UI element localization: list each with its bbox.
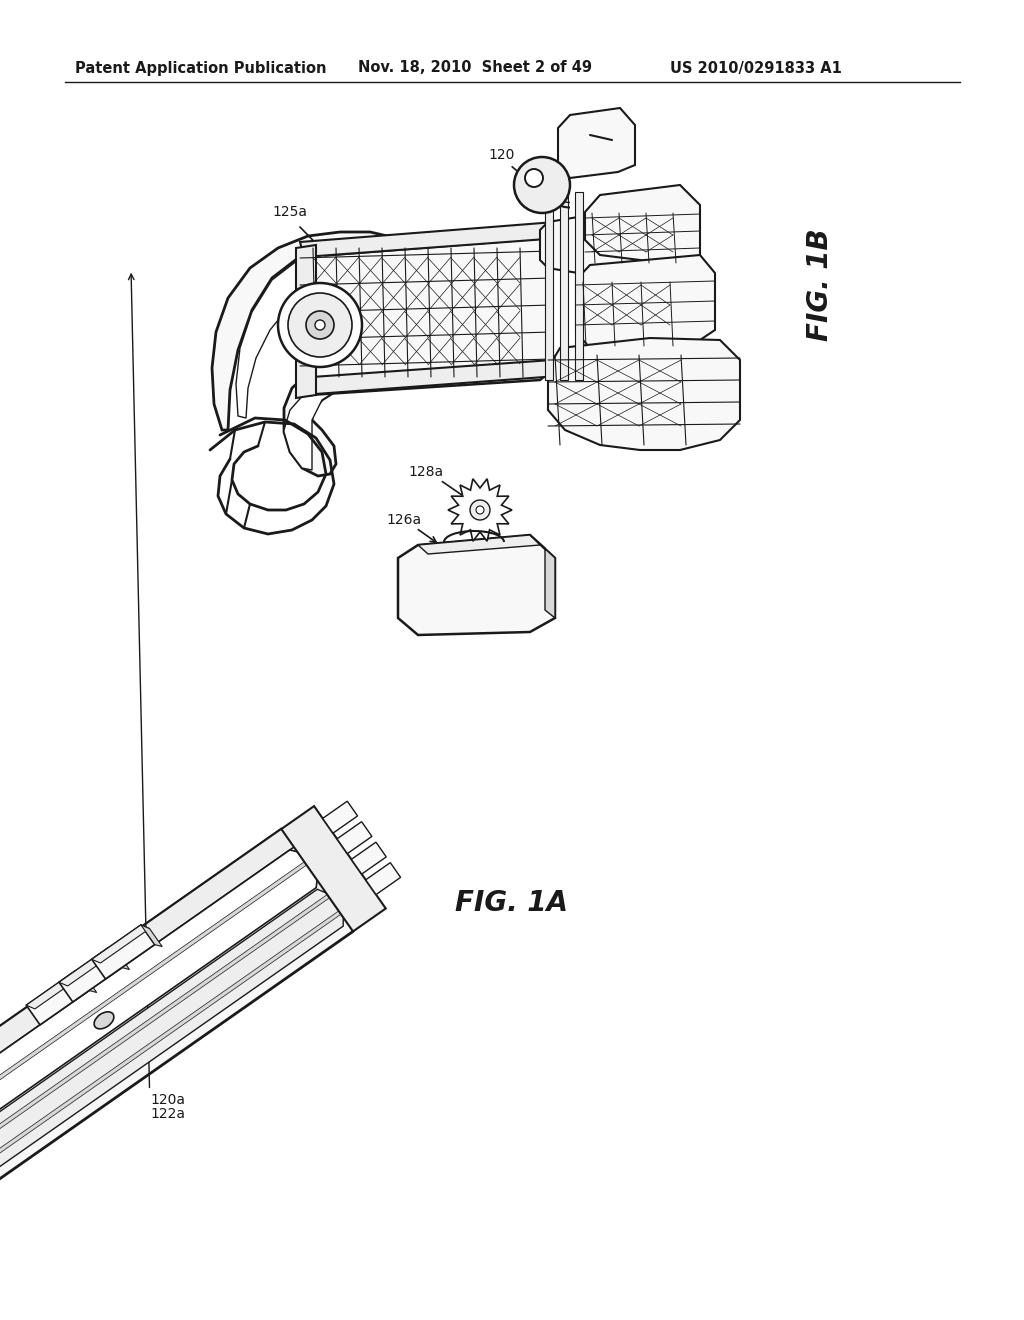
Circle shape bbox=[278, 282, 362, 367]
Polygon shape bbox=[0, 850, 317, 1158]
Text: 125a: 125a bbox=[272, 205, 307, 219]
Text: US 2010/0291833 A1: US 2010/0291833 A1 bbox=[670, 61, 842, 75]
Circle shape bbox=[476, 506, 484, 513]
Circle shape bbox=[525, 169, 543, 187]
Polygon shape bbox=[337, 821, 372, 854]
Polygon shape bbox=[0, 829, 300, 1122]
Polygon shape bbox=[0, 911, 341, 1189]
Polygon shape bbox=[558, 108, 635, 178]
Polygon shape bbox=[300, 224, 552, 395]
Polygon shape bbox=[0, 890, 343, 1196]
Polygon shape bbox=[109, 948, 129, 970]
Circle shape bbox=[514, 157, 570, 213]
Polygon shape bbox=[548, 338, 740, 450]
Text: FIG. 1A: FIG. 1A bbox=[455, 888, 568, 917]
Text: 120a: 120a bbox=[151, 1093, 185, 1107]
Polygon shape bbox=[92, 925, 155, 979]
Polygon shape bbox=[351, 842, 386, 874]
Polygon shape bbox=[27, 970, 89, 1024]
Circle shape bbox=[315, 319, 325, 330]
Text: 126a: 126a bbox=[386, 513, 421, 527]
Polygon shape bbox=[560, 191, 568, 380]
Polygon shape bbox=[300, 222, 560, 257]
Polygon shape bbox=[323, 801, 357, 833]
Polygon shape bbox=[449, 479, 512, 541]
Polygon shape bbox=[545, 191, 553, 380]
Polygon shape bbox=[76, 970, 96, 993]
Polygon shape bbox=[236, 244, 434, 470]
Text: 120: 120 bbox=[488, 148, 514, 162]
Polygon shape bbox=[366, 862, 400, 895]
Polygon shape bbox=[298, 360, 558, 395]
Polygon shape bbox=[0, 862, 306, 1140]
Polygon shape bbox=[59, 948, 122, 1002]
Polygon shape bbox=[585, 185, 700, 265]
Polygon shape bbox=[282, 807, 386, 932]
Polygon shape bbox=[575, 191, 583, 380]
Polygon shape bbox=[92, 925, 150, 964]
Circle shape bbox=[288, 293, 352, 356]
Polygon shape bbox=[575, 255, 715, 348]
Text: Patent Application Publication: Patent Application Publication bbox=[75, 61, 327, 75]
Polygon shape bbox=[310, 224, 555, 256]
Circle shape bbox=[470, 500, 490, 520]
Polygon shape bbox=[540, 210, 640, 280]
Polygon shape bbox=[59, 948, 117, 986]
Ellipse shape bbox=[94, 1012, 114, 1028]
Text: 122a: 122a bbox=[151, 1107, 185, 1121]
Circle shape bbox=[306, 312, 334, 339]
Polygon shape bbox=[418, 535, 540, 554]
Polygon shape bbox=[0, 895, 330, 1173]
Polygon shape bbox=[0, 829, 356, 1206]
Polygon shape bbox=[141, 925, 162, 946]
Text: Nov. 18, 2010  Sheet 2 of 49: Nov. 18, 2010 Sheet 2 of 49 bbox=[358, 61, 592, 75]
Text: 128a: 128a bbox=[408, 465, 443, 479]
Polygon shape bbox=[212, 232, 438, 477]
Polygon shape bbox=[530, 535, 555, 618]
Polygon shape bbox=[398, 535, 555, 635]
Text: FIG. 1B: FIG. 1B bbox=[806, 228, 834, 342]
Polygon shape bbox=[296, 246, 316, 399]
Polygon shape bbox=[27, 970, 84, 1008]
